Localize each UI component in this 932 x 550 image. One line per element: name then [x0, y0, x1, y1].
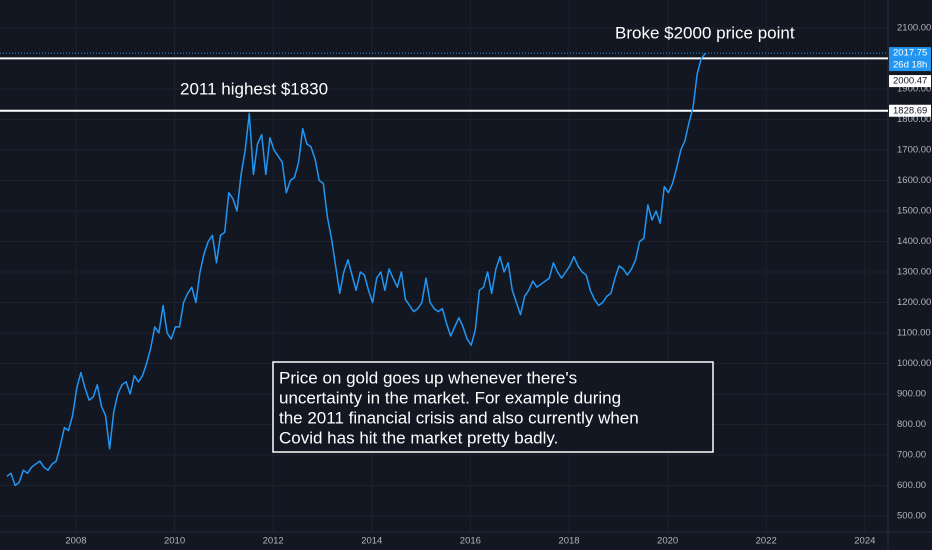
y-tick-label: 500.00	[897, 511, 926, 522]
y-tick-label: 1600.00	[897, 175, 931, 186]
note-box	[272, 361, 714, 453]
last-price-label: 2017.75	[893, 48, 927, 59]
y-tick-label: 700.00	[897, 450, 926, 461]
x-tick-label: 2016	[460, 536, 481, 547]
x-tick-label: 2012	[263, 536, 284, 547]
x-tick-label: 2020	[657, 536, 678, 547]
note-line: uncertainty in the market. For example d…	[279, 388, 621, 407]
y-tick-label: 1200.00	[897, 297, 931, 308]
y-tick-label: 600.00	[897, 480, 926, 491]
x-tick-label: 2024	[854, 536, 875, 547]
level-label: 2000.47	[893, 76, 927, 87]
note-line: the 2011 financial crisis and also curre…	[279, 408, 639, 427]
y-tick-label: 1000.00	[897, 358, 931, 369]
note-line: Price on gold goes up whenever there's	[279, 368, 577, 387]
y-tick-label: 1500.00	[897, 206, 931, 217]
level-label-bg	[889, 75, 931, 88]
y-tick-label: 1700.00	[897, 145, 931, 156]
y-tick-label: 800.00	[897, 419, 926, 430]
price-line	[6, 52, 706, 487]
annotation: 2011 highest $1830	[180, 79, 328, 98]
level-label-bg	[889, 104, 931, 117]
x-tick-label: 2014	[361, 536, 382, 547]
x-tick-label: 2008	[65, 536, 86, 547]
y-tick-label: 1400.00	[897, 236, 931, 247]
y-tick-label: 900.00	[897, 389, 926, 400]
x-tick-label: 2010	[164, 536, 185, 547]
y-tick-label: 2100.00	[897, 23, 931, 34]
y-tick-label: 1800.00	[897, 114, 931, 125]
last-price-label-bg	[889, 47, 931, 60]
annotation: Broke $2000 price point	[615, 23, 795, 42]
countdown-label-bg	[889, 59, 931, 72]
y-tick-label: 1300.00	[897, 267, 931, 278]
level-label: 1828.69	[893, 105, 927, 116]
note-line: Covid has hit the market pretty badly.	[279, 428, 558, 447]
countdown-label: 26d 18h	[893, 60, 927, 71]
y-tick-label: 1100.00	[897, 328, 931, 339]
x-tick-label: 2022	[756, 536, 777, 547]
x-tick-label: 2018	[558, 536, 579, 547]
y-tick-label: 1900.00	[897, 84, 931, 95]
